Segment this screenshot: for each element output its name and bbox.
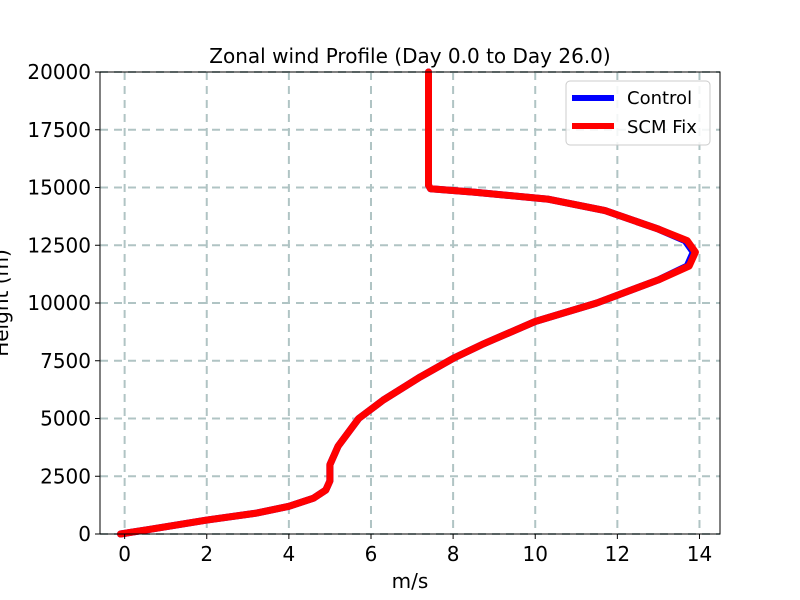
legend-scm-fix-label: SCM Fix [627,117,697,138]
y-tick-label: 20000 [27,60,91,84]
y-tick-label: 7500 [40,349,91,373]
series-line-scm-fix [117,68,699,538]
x-tick-label: 2 [200,542,213,566]
x-tick-label: 0 [118,542,131,566]
y-tick-label: 15000 [27,176,91,200]
y-tick-label: 17500 [27,118,91,142]
series-lines [117,68,699,538]
chart-title: Zonal wind Profile (Day 0.0 to Day 26.0) [209,44,610,68]
legend-control-label: Control [627,88,692,109]
legend: Control SCM Fix [565,80,711,146]
y-tick-label: 0 [78,522,91,546]
x-tick-label: 4 [283,542,296,566]
y-tick-label: 10000 [27,291,91,315]
x-tick-label: 10 [523,542,548,566]
y-axis-label: Height (m) [0,249,13,357]
x-axis-label: m/s [392,569,429,593]
y-tick-label: 2500 [40,464,91,488]
x-tick-label: 14 [687,542,712,566]
y-tick-label: 12500 [27,233,91,257]
x-tick-label: 8 [447,542,460,566]
y-tick-label: 5000 [40,407,91,431]
x-tick-label: 6 [365,542,378,566]
y-axis-ticks: 0 2500 5000 7500 10000 12500 15000 17500 20000 [27,60,100,546]
x-tick-label: 12 [605,542,630,566]
x-axis-ticks: 0 2 4 6 8 10 12 14 [118,534,712,566]
